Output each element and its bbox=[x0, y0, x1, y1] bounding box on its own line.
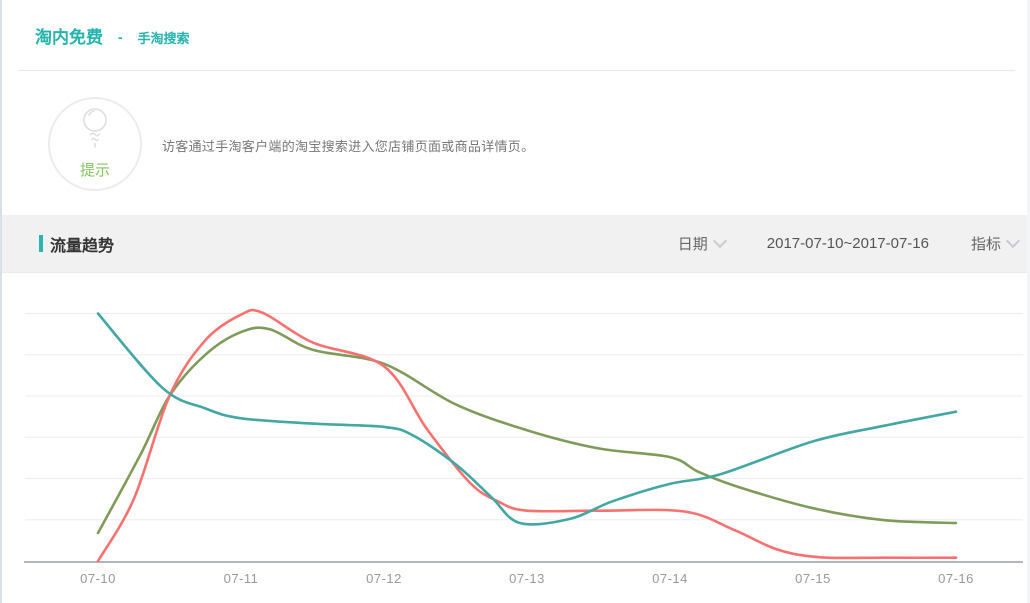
trend-section-header: 流量趋势 日期 2017-07-10~2017-07-16 指标 bbox=[2, 215, 1030, 273]
x-axis-label: 07-11 bbox=[224, 571, 259, 586]
x-axis-label: 07-10 bbox=[80, 571, 116, 586]
chevron-down-icon bbox=[1005, 233, 1021, 249]
metric-dropdown[interactable]: 指标 bbox=[970, 233, 1021, 254]
tip-text: 访客通过手淘客户端的淘宝搜索进入您店铺页面或商品详情页。 bbox=[162, 139, 535, 154]
page-title-secondary: 手淘搜索 bbox=[137, 31, 190, 46]
section-title: 流量趋势 bbox=[50, 237, 115, 255]
x-axis-label: 07-12 bbox=[366, 571, 402, 586]
tip-label: 提示 bbox=[79, 162, 110, 179]
page-title-primary: 淘内免费 bbox=[35, 28, 103, 47]
chevron-down-icon bbox=[712, 233, 727, 249]
series-line-red bbox=[96, 308, 958, 563]
series-line-green bbox=[96, 326, 958, 535]
page-title: 淘内免费 - 手淘搜索 bbox=[35, 14, 189, 51]
date-dropdown[interactable]: 日期 bbox=[677, 233, 727, 254]
lightbulb-icon bbox=[83, 108, 107, 148]
trend-controls: 日期 2017-07-10~2017-07-16 指标 bbox=[677, 233, 1021, 254]
tip-badge: 提示 bbox=[48, 97, 142, 191]
date-dropdown-label: 日期 bbox=[677, 236, 708, 253]
page-title-separator: - bbox=[117, 29, 123, 45]
metric-dropdown-label: 指标 bbox=[970, 236, 1001, 253]
section-accent-bar bbox=[39, 235, 43, 252]
x-axis-label: 07-16 bbox=[938, 571, 974, 586]
x-axis-label: 07-13 bbox=[509, 571, 545, 586]
x-axis-label: 07-15 bbox=[795, 571, 831, 586]
header-divider bbox=[19, 70, 1015, 71]
series-line-teal bbox=[96, 312, 958, 526]
date-range-display[interactable]: 2017-07-10~2017-07-16 bbox=[766, 235, 929, 252]
x-axis-label: 07-14 bbox=[652, 571, 688, 586]
trend-chart-svg: 07-10 07-11 07-12 07-13 07-14 07-15 07-16 bbox=[24, 308, 1023, 586]
trend-chart: 07-10 07-11 07-12 07-13 07-14 07-15 07-16 bbox=[2, 277, 1030, 603]
